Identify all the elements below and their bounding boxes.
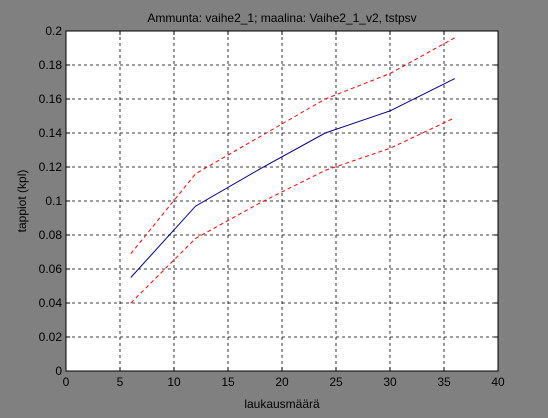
y-tick-label: 0.14	[39, 126, 63, 140]
x-tick-label: 30	[383, 375, 397, 389]
y-tick-label: 0.1	[45, 194, 62, 208]
x-tick-label: 5	[117, 375, 124, 389]
y-tick-label: 0.16	[39, 92, 63, 106]
series-line-mean	[130, 78, 456, 278]
x-tick-label: 15	[221, 375, 235, 389]
grid	[66, 31, 498, 371]
x-tick-label: 40	[491, 375, 505, 389]
x-tick-label: 25	[329, 375, 343, 389]
x-tick-label: 35	[437, 375, 451, 389]
y-axis-label: tappiot (kpl)	[15, 170, 29, 233]
series-line-bound	[130, 117, 456, 304]
y-tick-label: 0.18	[39, 58, 63, 72]
ticks: 0 5 10 15 20 25 30 35 40 0 0.02 0.04 0.06 0.08 0.1 0.12…	[39, 24, 505, 389]
y-tick-label: 0.2	[45, 24, 62, 38]
y-tick-label: 0.06	[39, 262, 63, 276]
series-line-bound	[130, 37, 456, 255]
y-tick-label: 0.04	[39, 296, 63, 310]
series-group	[130, 37, 456, 304]
chart-title: Ammunta: vaihe2_1; maalina: Vaihe2_1_v2,…	[147, 11, 416, 25]
y-tick-label: 0.08	[39, 228, 63, 242]
x-tick-label: 0	[63, 375, 70, 389]
x-axis-label: laukausmäärä	[244, 397, 320, 411]
y-tick-label: 0.12	[39, 160, 63, 174]
y-tick-label: 0	[55, 364, 62, 378]
y-tick-label: 0.02	[39, 330, 63, 344]
x-tick-label: 10	[167, 375, 181, 389]
x-tick-label: 20	[275, 375, 289, 389]
